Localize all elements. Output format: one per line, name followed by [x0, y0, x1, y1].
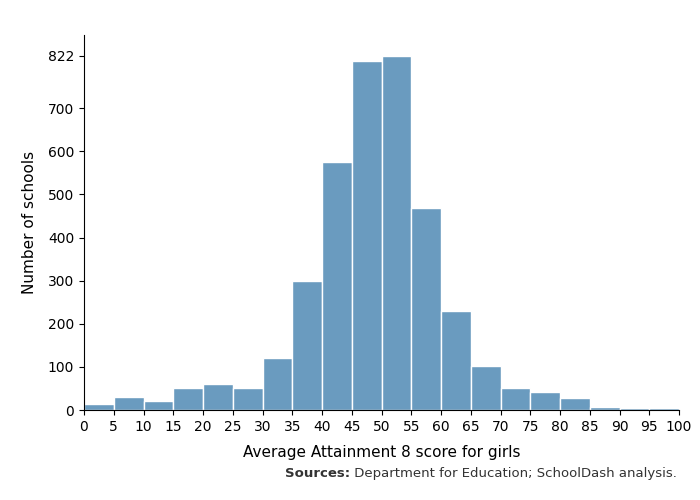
Bar: [351, 61, 382, 410]
Bar: [620, 408, 650, 410]
Bar: [531, 392, 560, 410]
Bar: [322, 162, 351, 410]
Bar: [293, 280, 322, 410]
Bar: [500, 388, 531, 410]
Bar: [650, 408, 679, 410]
Bar: [441, 311, 470, 410]
Bar: [382, 56, 412, 410]
Bar: [203, 384, 232, 410]
Bar: [144, 400, 174, 410]
Bar: [174, 388, 203, 410]
Bar: [84, 404, 113, 410]
Bar: [262, 358, 293, 410]
Y-axis label: Number of schools: Number of schools: [22, 151, 37, 294]
Bar: [113, 397, 144, 410]
Bar: [560, 398, 589, 410]
X-axis label: Average Attainment 8 score for girls: Average Attainment 8 score for girls: [243, 445, 520, 460]
Bar: [470, 366, 500, 410]
Text: Sources:: Sources:: [285, 467, 350, 480]
Bar: [412, 208, 441, 410]
Bar: [589, 406, 620, 410]
Bar: [232, 388, 262, 410]
Text: Department for Education; SchoolDash analysis.: Department for Education; SchoolDash ana…: [350, 467, 677, 480]
